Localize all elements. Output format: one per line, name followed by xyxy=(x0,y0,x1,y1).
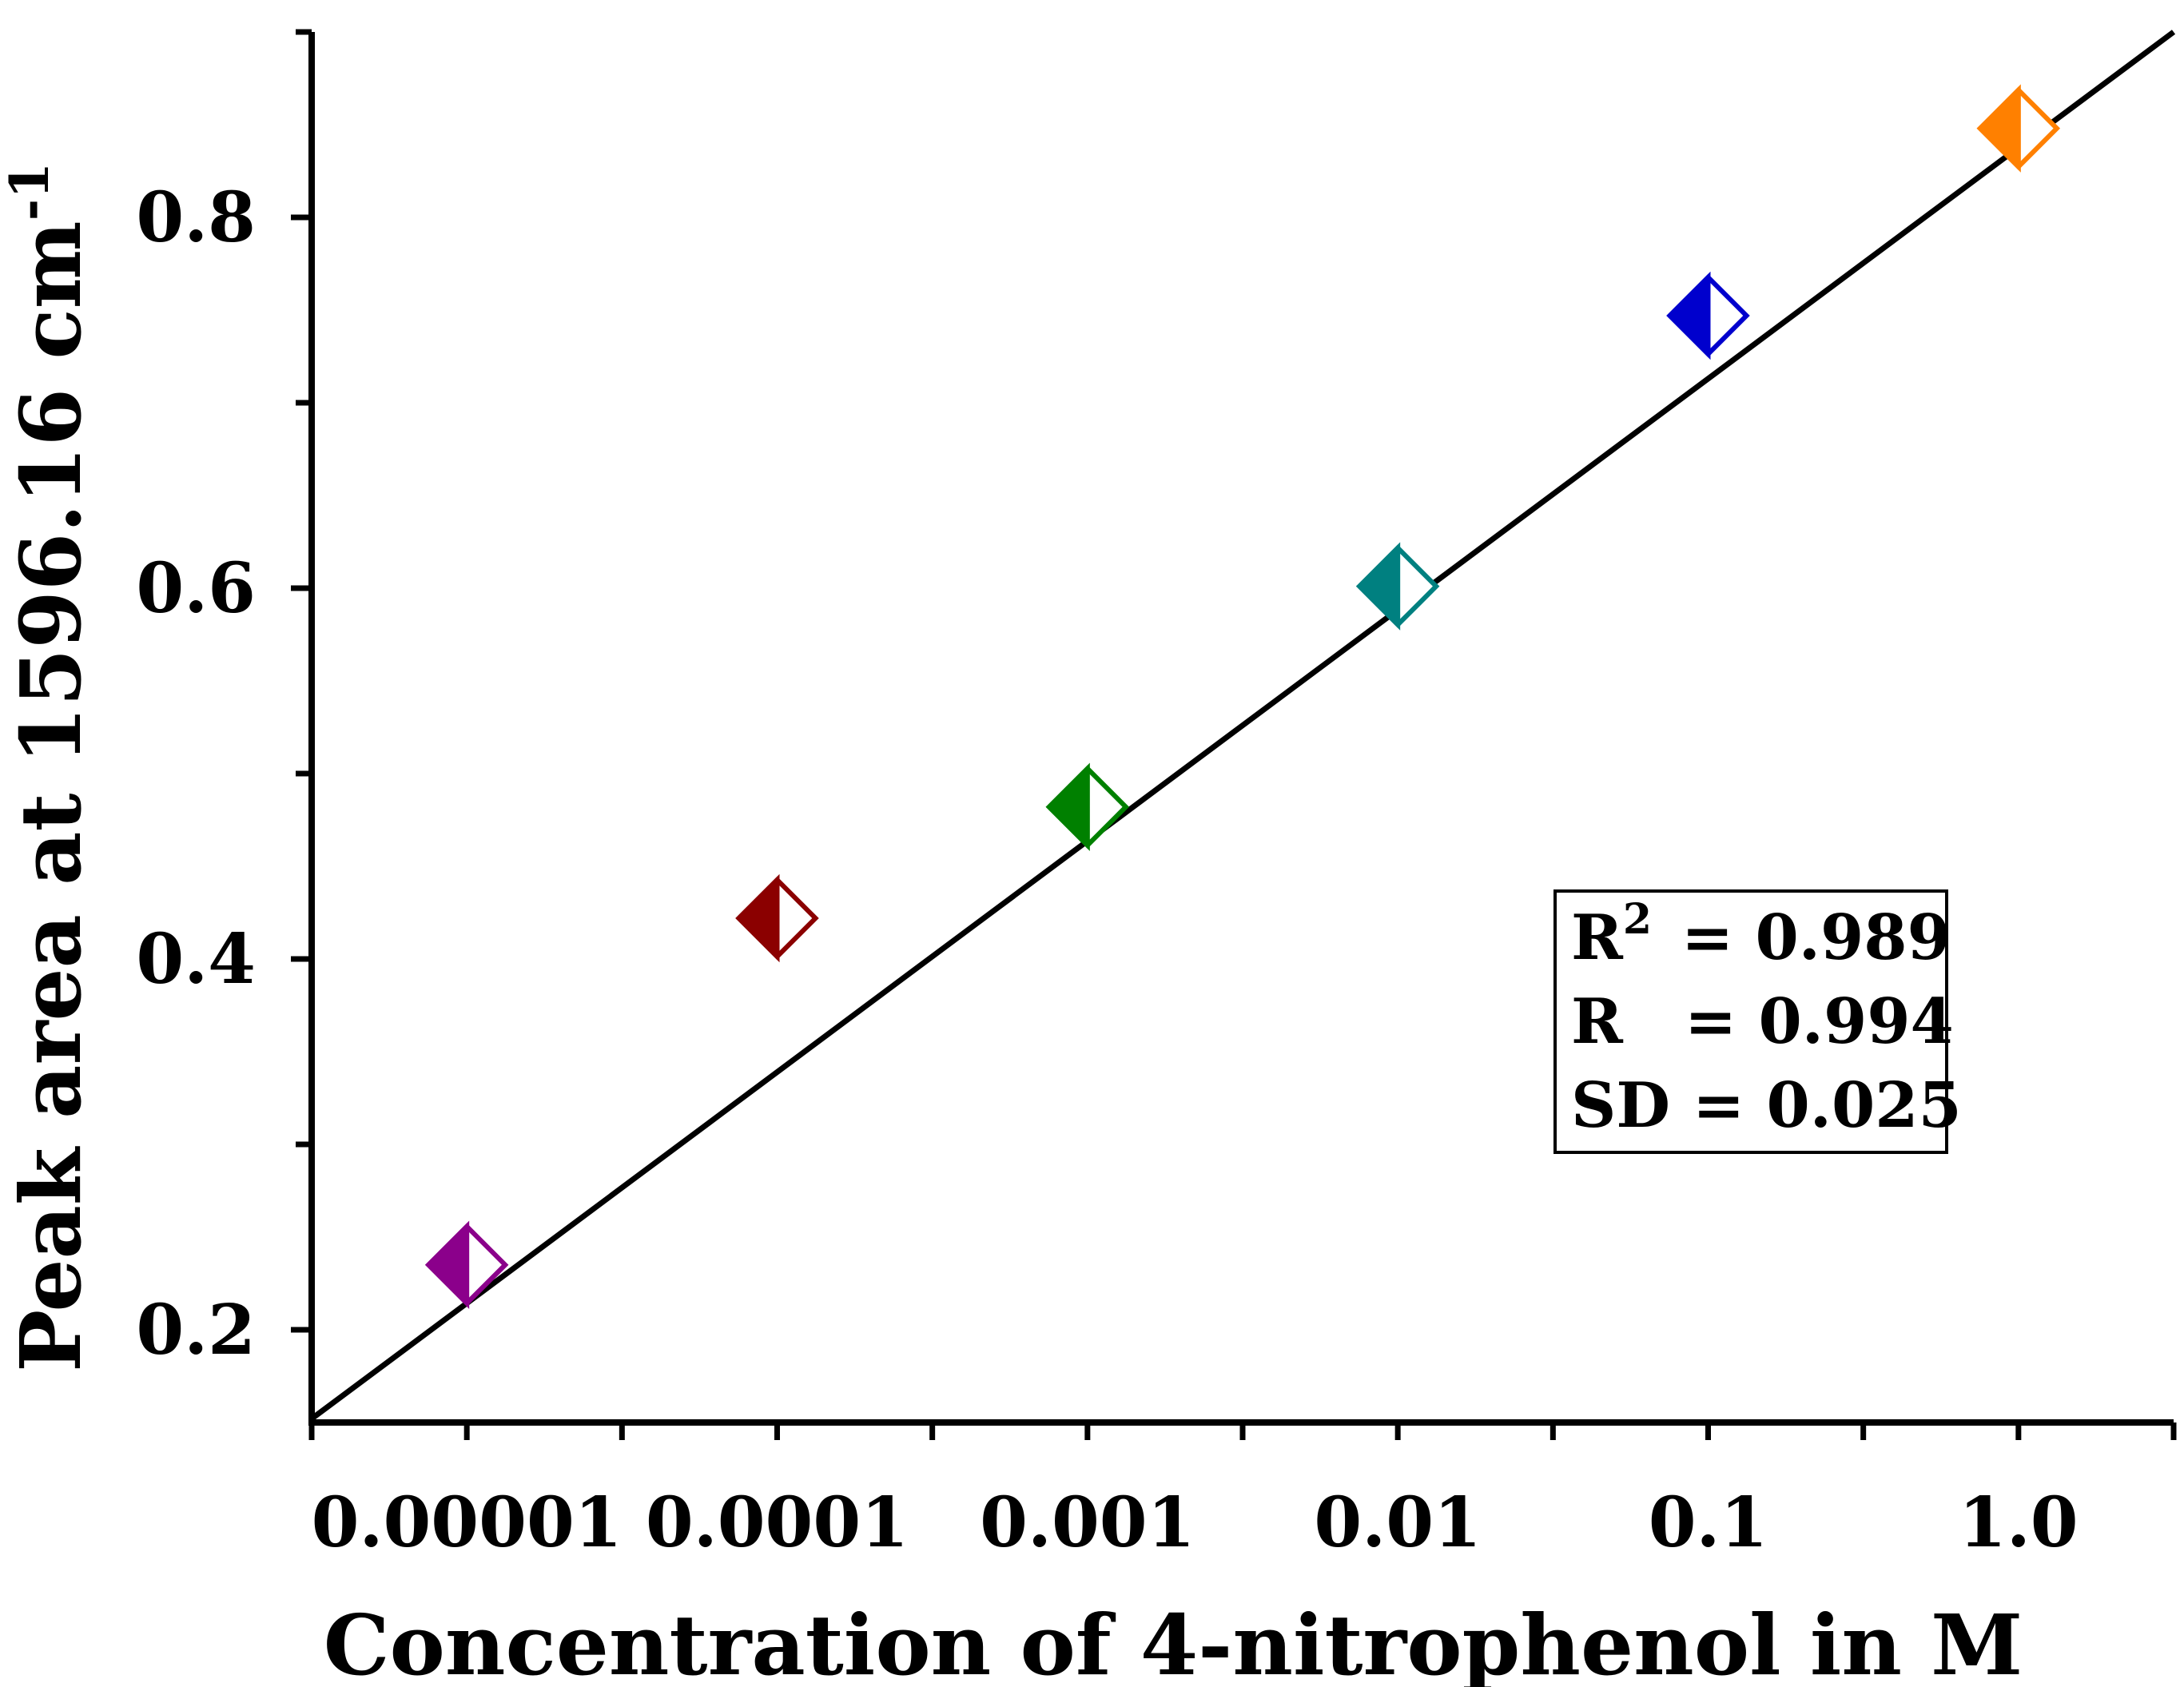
x-tick-label: 0.0001 xyxy=(646,1482,909,1563)
x-tick-label: 0.00001 xyxy=(312,1482,623,1563)
fit-line-layer xyxy=(309,30,2176,1422)
stats-r-value: = 0.994 xyxy=(1685,985,1954,1058)
stats-sd-value: = 0.025 xyxy=(1693,1069,1962,1142)
x-axis-title: Concentration of 4-nitrophenol in M xyxy=(324,1596,2023,1687)
x-tick-label: 0.1 xyxy=(1649,1482,1768,1563)
data-point xyxy=(1976,84,2061,173)
data-point xyxy=(735,873,819,963)
data-point xyxy=(1355,542,1440,631)
y-axis-title-superscript: -1 xyxy=(0,162,61,221)
data-point-fill xyxy=(1045,762,1090,852)
stats-box-border xyxy=(1553,889,1948,1154)
stats-r2-superscript: 2 xyxy=(1623,895,1652,944)
stats-r-label: R xyxy=(1571,985,1624,1058)
data-point-fill xyxy=(1355,542,1401,631)
data-point-fill xyxy=(424,1220,470,1310)
x-tick-label: 1.0 xyxy=(1959,1482,2079,1563)
x-tick-label: 0.01 xyxy=(1314,1482,1481,1563)
y-axis-title: Peak area at 1596.16 cm-1 xyxy=(0,162,100,1372)
data-point-fill xyxy=(735,873,780,963)
x-tick-label: 0.001 xyxy=(980,1482,1195,1563)
data-point-fill xyxy=(1976,84,2021,173)
y-tick-label: 0.2 xyxy=(136,1290,256,1371)
stats-r2-value: = 0.989 xyxy=(1681,901,1951,974)
axes-layer: 0.00001 0.0001 0.001 0.01 0.1 1.0 0.2 0.4 0.6 0.8 xyxy=(136,29,2177,1563)
points-layer xyxy=(424,84,2061,1310)
y-tick-label: 0.6 xyxy=(136,548,256,629)
data-point xyxy=(1045,762,1130,852)
y-axis-title-main: Peak area at 1596.16 cm xyxy=(2,221,100,1372)
data-point xyxy=(424,1220,509,1310)
stats-sd-label: SD xyxy=(1571,1069,1670,1142)
y-tick-label: 0.8 xyxy=(136,177,256,258)
stats-r2-label: R2 xyxy=(1571,895,1652,974)
data-point xyxy=(1666,271,1750,360)
y-tick-label: 0.4 xyxy=(136,919,256,1000)
stats-box: R2 = 0.989 R = 0.994 SD = 0.025 xyxy=(1553,889,1962,1154)
linear-fit-line xyxy=(309,30,2176,1422)
data-point-fill xyxy=(1666,271,1711,360)
